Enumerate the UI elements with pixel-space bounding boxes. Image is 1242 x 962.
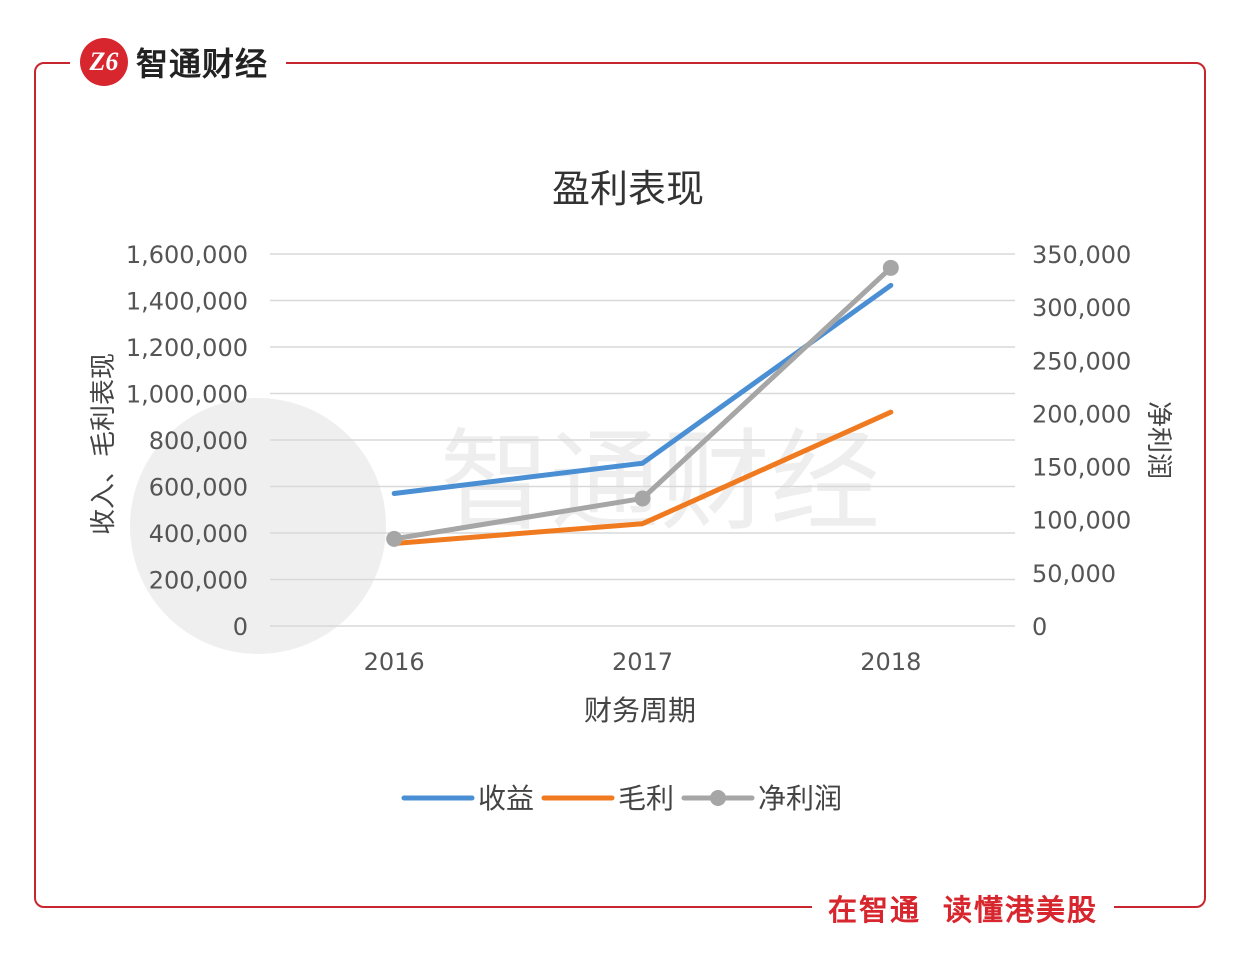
y-axis-right-label: 净利润 [1143,401,1173,479]
left-tick-label: 1,600,000 [126,241,248,269]
chart-title: 盈利表现 [552,167,704,211]
x-tick-label: 2016 [364,648,425,676]
right-tick-label: 50,000 [1032,560,1116,588]
data-point [634,490,651,507]
legend-label: 收益 [478,782,534,815]
slogan-part-2: 读懂港美股 [943,893,1099,927]
brand-logo-icon: Z6 [80,38,128,86]
legend-marker [710,790,726,806]
right-tick-label: 300,000 [1032,294,1131,322]
left-tick-label: 600,000 [149,474,248,502]
data-point [386,530,403,547]
legend-label: 毛利 [618,782,674,815]
right-tick-label: 150,000 [1032,454,1131,482]
right-tick-label: 200,000 [1032,400,1131,428]
x-tick-label: 2018 [860,648,921,676]
right-tick-label: 0 [1032,613,1047,641]
left-axis-ticks: 0 200,000 400,000 600,000 800,000 1,000,000 1,… [126,241,248,641]
legend-label: 净利润 [758,782,842,815]
y-axis-left-label: 收入、毛利表现 [89,353,119,535]
brand-header: Z6 智通财经 [70,30,287,94]
right-tick-label: 100,000 [1032,507,1131,535]
left-tick-label: 200,000 [149,567,248,595]
chart-frame [34,62,1206,908]
right-tick-label: 250,000 [1032,347,1131,375]
left-tick-label: 1,000,000 [126,381,248,409]
legend: 收益 毛利 净利润 [401,782,842,815]
x-tick-label: 2017 [612,648,673,676]
left-tick-label: 1,400,000 [126,288,248,316]
left-tick-label: 0 [233,613,248,641]
right-axis-ticks: 0 50,000 100,000 150,000 200,000 250,000 300,0… [1032,241,1131,641]
brand-slogan: 在智通 读懂港美股 [812,884,1115,932]
left-tick-label: 800,000 [149,427,248,455]
series-layer [386,259,899,547]
brand-name: 智通财经 [136,45,269,83]
series-line [391,409,894,546]
left-tick-label: 400,000 [149,520,248,548]
slogan-part-1: 在智通 [828,893,922,927]
data-point [882,259,899,276]
grid-lines [270,253,1015,627]
x-axis-label: 财务周期 [584,694,696,727]
left-tick-label: 1,200,000 [126,334,248,362]
x-axis-ticks: 2016 2017 2018 [364,648,922,676]
right-tick-label: 350,000 [1032,241,1131,269]
watermark-logo-icon [130,398,386,654]
